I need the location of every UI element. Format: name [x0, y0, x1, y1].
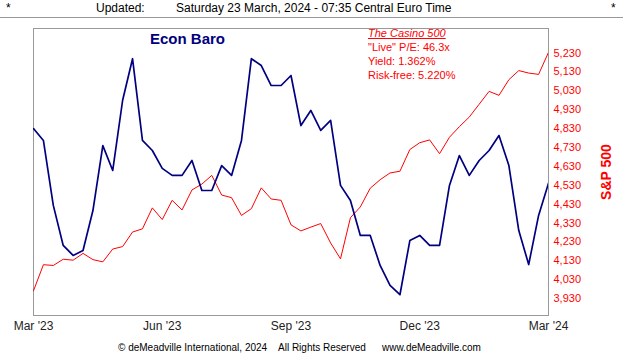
html-text:The Casino 500: The Casino 500	[368, 27, 446, 39]
svg-text:S&P 500: S&P 500	[598, 144, 614, 200]
svg-text:4,230: 4,230	[554, 235, 582, 247]
html-text:© deMeadville International, 2: © deMeadville International, 2024	[118, 342, 268, 353]
svg-text:5,130: 5,130	[554, 65, 582, 77]
svg-text:Dec '23: Dec '23	[400, 319, 441, 333]
svg-text:5,030: 5,030	[554, 84, 582, 96]
svg-text:4,030: 4,030	[554, 273, 582, 285]
svg-text:4,130: 4,130	[554, 254, 582, 266]
svg-text:4,330: 4,330	[554, 217, 582, 229]
svg-text:4,630: 4,630	[554, 160, 582, 172]
html-text:"Live" P/E: 46.3x: "Live" P/E: 46.3x	[368, 41, 450, 53]
svg-text:4,730: 4,730	[554, 141, 582, 153]
svg-text:4,530: 4,530	[554, 179, 582, 191]
svg-text:3,930: 3,930	[554, 292, 582, 304]
svg-text:4,830: 4,830	[554, 122, 582, 134]
svg-text:4,430: 4,430	[554, 198, 582, 210]
html-text:All Rights Reserved: All Rights Reserved	[278, 342, 366, 353]
html-text:Updated:: Updated:	[96, 1, 145, 15]
html-text:Saturday 23 March, 2024 - 07:3: Saturday 23 March, 2024 - 07:35 Central …	[176, 1, 452, 15]
svg-text:Mar '23: Mar '23	[14, 319, 54, 333]
svg-text:Jun '23: Jun '23	[143, 319, 182, 333]
html-text:www.deMeadville.com: www.deMeadville.com	[382, 342, 481, 353]
svg-text:5,230: 5,230	[554, 47, 582, 59]
svg-text:4,930: 4,930	[554, 103, 582, 115]
svg-text:Sep '23: Sep '23	[271, 319, 312, 333]
svg-text:Mar '24: Mar '24	[529, 319, 569, 333]
html-text:Econ Baro: Econ Baro	[150, 30, 225, 47]
html-text:Risk-free: 5.220%: Risk-free: 5.220%	[368, 69, 456, 81]
html-text:Yield: 1.362%: Yield: 1.362%	[368, 55, 436, 67]
